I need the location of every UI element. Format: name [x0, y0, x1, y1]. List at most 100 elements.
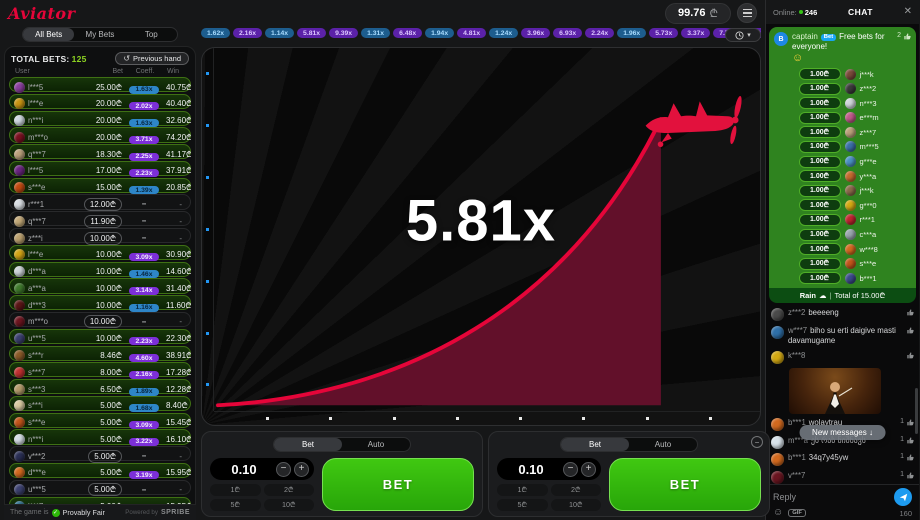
quick-amount-button[interactable]: 2₾: [263, 484, 314, 496]
quick-amount-button[interactable]: 1₾: [497, 484, 548, 496]
send-button[interactable]: [894, 488, 912, 506]
bet-row: a***a 10.00₾ 3.14x 31.40₾: [9, 278, 191, 295]
message-likes[interactable]: [906, 351, 914, 364]
bet-row: s***e 15.00₾ 1.39x 20.85₾: [9, 177, 191, 195]
bet-user-cell: a***a: [14, 282, 78, 294]
message-body: b***1 34q7y45yw: [788, 453, 896, 466]
tab-my-bets[interactable]: My Bets: [85, 30, 115, 39]
history-chip[interactable]: 1.96x: [617, 28, 647, 38]
history-chip[interactable]: 6.48x: [393, 28, 423, 38]
auto-tab[interactable]: Auto: [654, 440, 672, 449]
history-chip[interactable]: 9.39x: [329, 28, 359, 38]
avatar: [771, 435, 784, 449]
quick-amount-button[interactable]: 10₾: [550, 499, 601, 511]
username: d***a: [28, 267, 46, 277]
bet-row: l***5 17.00₾ 2.23x 37.91₾: [9, 160, 191, 178]
emoji-picker-icon[interactable]: ☺: [773, 507, 784, 518]
gif-picker-button[interactable]: GIF: [788, 509, 806, 517]
spribe-logo[interactable]: SPRIBE: [160, 509, 190, 516]
history-chip[interactable]: 2.24x: [585, 28, 615, 38]
reply-input[interactable]: [773, 492, 894, 502]
username: l***5: [28, 166, 44, 176]
bet-win-cell: -: [179, 233, 182, 243]
coeff-chip: 2.23x: [129, 337, 159, 346]
tab-top[interactable]: Top: [144, 30, 158, 39]
avatar: [14, 400, 25, 412]
message-likes[interactable]: 1: [900, 436, 914, 449]
message-likes[interactable]: [906, 308, 914, 321]
history-chip[interactable]: 1.94x: [425, 28, 455, 38]
bet-tab[interactable]: Bet: [274, 438, 342, 451]
message-likes[interactable]: 2: [897, 32, 911, 52]
bet-user-cell: l***7: [14, 501, 78, 504]
new-messages-button[interactable]: New messages ↓: [799, 425, 886, 440]
username: u***5: [28, 485, 46, 495]
reply-bar: ☺ GIF 160: [766, 484, 919, 520]
bet-amount-input[interactable]: [502, 461, 560, 477]
quick-amount-button[interactable]: 1₾: [210, 484, 261, 496]
bet-amount-input[interactable]: [215, 461, 273, 477]
decrease-amount-button[interactable]: −: [563, 461, 578, 477]
message-likes[interactable]: [906, 326, 914, 346]
collapse-panel-button[interactable]: −: [751, 436, 763, 448]
history-chip[interactable]: 5.73x: [649, 28, 679, 38]
previous-hand-button[interactable]: ↺ Previous hand: [115, 52, 189, 65]
quick-amount-button[interactable]: 5₾: [210, 499, 261, 511]
message-likes[interactable]: 1: [900, 453, 914, 466]
history-chip[interactable]: 3.37x: [681, 28, 711, 38]
rain-total-bar: Rain ☁ | Total of 15.00₾: [769, 288, 916, 304]
bet-button[interactable]: BET: [609, 458, 761, 511]
avatar: [844, 199, 856, 211]
bet-amount-cell: 5.00₾: [78, 483, 122, 497]
history-dropdown-button[interactable]: ▾: [725, 28, 761, 42]
increase-amount-button[interactable]: +: [294, 461, 309, 477]
history-chip[interactable]: 2.16x: [233, 28, 263, 38]
history-chip[interactable]: 5.81x: [297, 28, 327, 38]
close-icon[interactable]: ✕: [903, 6, 912, 17]
message-likes[interactable]: 1: [900, 418, 914, 431]
pending-bet-pill: 12.00₾: [83, 197, 122, 211]
bet-row: s***r 8.46₾ 4.60x 38.91₾: [9, 345, 191, 362]
auto-tab[interactable]: Auto: [367, 440, 385, 449]
bet-win-cell: 14.60₾: [166, 267, 191, 277]
history-chip[interactable]: 1.24x: [489, 28, 519, 38]
bet-amount-cell: 10.00₾: [95, 334, 122, 344]
bet-win-cell: -: [179, 216, 182, 226]
history-chip[interactable]: 1.62x: [201, 28, 231, 38]
tab-all-bets[interactable]: All Bets: [23, 28, 75, 41]
quick-amount-button[interactable]: 10₾: [263, 499, 314, 511]
col-coeff: Coeff.: [135, 68, 155, 75]
message-likes[interactable]: 1: [900, 471, 914, 484]
username: q***7: [28, 216, 46, 226]
free-bet-amount: 1.00₾: [798, 126, 841, 139]
chat-messages[interactable]: z***2 beeeeng w***7 biho su erti daigive ma…: [766, 303, 919, 484]
avatar: [14, 115, 25, 127]
message-username: m***a: [788, 435, 808, 445]
message-body: k***8: [788, 351, 902, 364]
history-chip[interactable]: 3.96x: [521, 28, 551, 38]
username: m***5: [859, 142, 879, 152]
hamburger-menu-button[interactable]: [737, 3, 757, 23]
history-chip[interactable]: 1.14x: [265, 28, 295, 38]
bet-coeff-cell: 3.09x: [122, 246, 166, 264]
decrease-amount-button[interactable]: −: [276, 461, 291, 477]
bet-button[interactable]: BET: [322, 458, 474, 511]
coeff-chip: 1.63x: [129, 119, 159, 128]
avatar: [14, 165, 25, 177]
chat-scrollbar[interactable]: [915, 388, 918, 434]
increase-amount-button[interactable]: +: [581, 461, 596, 477]
history-chip[interactable]: 1.31x: [361, 28, 391, 38]
bet-row: q***7 11.90₾ - -: [9, 211, 191, 229]
history-chip[interactable]: 4.81x: [457, 28, 487, 38]
quick-amount-button[interactable]: 5₾: [497, 499, 548, 511]
username: e***m: [859, 113, 879, 123]
bets-list[interactable]: l***5 25.00₾ 1.63x 40.75₾ l***e 20.00₾ 2.02x 40…: [9, 77, 191, 504]
thumbs-up-icon: [907, 351, 914, 358]
clock-icon: [735, 30, 744, 40]
balance-amount: 99.76: [677, 7, 706, 19]
free-bet-row: 1.00₾ w***8: [798, 243, 887, 256]
history-chip[interactable]: 6.93x: [553, 28, 583, 38]
provably-fair-link[interactable]: Provably Fair: [62, 508, 105, 517]
quick-amount-button[interactable]: 2₾: [550, 484, 601, 496]
bet-tab[interactable]: Bet: [561, 438, 629, 451]
